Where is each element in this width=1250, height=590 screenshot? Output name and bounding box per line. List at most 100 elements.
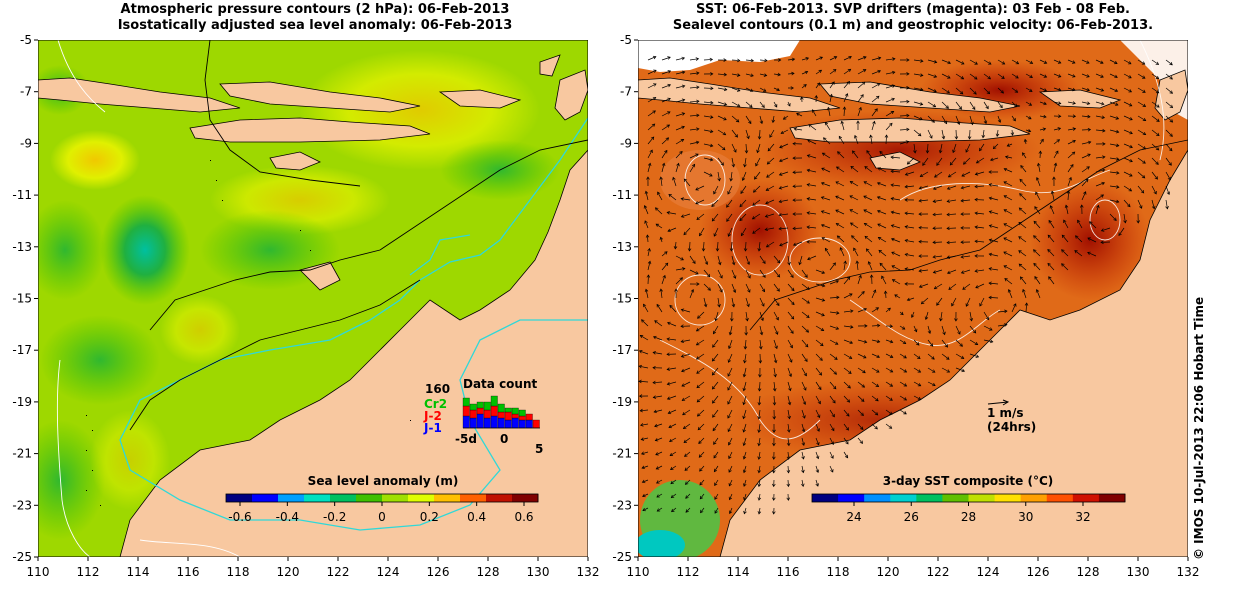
data-count-bar-red xyxy=(462,405,470,417)
velocity-scale: 1 m/s (24hrs) xyxy=(987,399,1036,434)
left-colorbar-swatch xyxy=(304,494,331,502)
right-map-title: SST: 06-Feb-2013. SVP drifters (magenta)… xyxy=(638,2,1188,34)
data-count-bar-green xyxy=(476,401,484,409)
right-lon-label: 124 xyxy=(977,565,1000,579)
right-lat-label: -11 xyxy=(612,188,632,202)
left-colorbar-swatch xyxy=(278,494,305,502)
data-count-bar-blue xyxy=(511,417,519,429)
right-colorbar: 3-day SST composite (°C) 24 26 28 30 32 xyxy=(811,474,1126,524)
data-count-xtick-end: 5 xyxy=(535,442,543,456)
left-colorbar: Sea level anomaly (m) -0.6 -0.4 -0.2 0 0.2 0.… xyxy=(225,474,539,524)
left-lat-label: -17 xyxy=(12,343,32,357)
left-lon-label: 110 xyxy=(27,565,50,579)
right-colorbar-swatch xyxy=(812,494,839,502)
imos-credit: © IMOS 10-Jul-2013 22:06 Hobart Time xyxy=(1192,296,1206,560)
data-count-inset: Data count 160 Cr2 J-2 J-1 -5d 0 5 xyxy=(423,377,543,456)
right-lon-label: 110 xyxy=(627,565,650,579)
right-lon-label: 122 xyxy=(927,565,950,579)
geostrophic-velocity-arrows xyxy=(638,55,1174,515)
left-lon-label: 112 xyxy=(77,565,100,579)
data-count-bar-green xyxy=(518,409,526,417)
data-count-bar-green xyxy=(511,407,519,415)
right-lon-label: 116 xyxy=(777,565,800,579)
left-title-line2: Isostatically adjusted sea level anomaly… xyxy=(117,18,513,33)
right-colorbar-swatch xyxy=(1020,494,1048,502)
data-count-bars xyxy=(462,395,540,429)
left-colorbar-swatch xyxy=(330,494,357,502)
right-lon-label: 120 xyxy=(877,565,900,579)
left-map-title: Atmospheric pressure contours (2 hPa): 0… xyxy=(40,2,590,34)
right-lat-label: -21 xyxy=(612,447,632,461)
left-lon-label: 132 xyxy=(577,565,600,579)
right-colorbar-swatch xyxy=(942,494,969,502)
left-colorbar-tick-label: -0.2 xyxy=(323,510,346,524)
data-count-bar-red xyxy=(490,405,498,417)
left-land xyxy=(38,54,588,557)
data-count-bar-blue xyxy=(469,417,477,429)
left-lat-label: -13 xyxy=(12,240,32,254)
data-count-bar-blue xyxy=(462,415,470,429)
left-isobath xyxy=(119,117,588,531)
right-lon-label: 126 xyxy=(1027,565,1050,579)
data-count-bar-blue xyxy=(497,417,505,429)
left-axes: 110 112 114 116 118 120 122 124 126 128 130 132 -5 -7… xyxy=(12,33,599,579)
right-lat-label: -9 xyxy=(620,136,632,150)
legend-j1: J-1 xyxy=(423,421,442,435)
data-count-max: 160 xyxy=(425,382,450,396)
right-map xyxy=(638,40,1188,557)
left-lat-label: -5 xyxy=(20,33,32,47)
right-colorbar-swatch xyxy=(838,494,865,502)
data-count-bar-red xyxy=(504,411,512,421)
left-colorbar-swatch xyxy=(226,494,253,502)
data-count-xtick-start: -5d xyxy=(455,432,477,446)
left-lat-label: -9 xyxy=(20,136,32,150)
left-colorbar-swatch xyxy=(434,494,461,502)
legend-cr2: Cr2 xyxy=(424,397,447,411)
right-colorbar-swatch xyxy=(864,494,891,502)
right-lat-label: -5 xyxy=(620,33,632,47)
left-colorbar-swatch xyxy=(408,494,435,502)
data-count-bar-red xyxy=(476,407,484,415)
right-title-line2: Sealevel contours (0.1 m) and geostrophi… xyxy=(672,18,1154,33)
left-colorbar-ticks: -0.6 -0.4 -0.2 0 0.2 0.4 0.6 xyxy=(228,502,534,524)
data-count-bar-green xyxy=(497,403,505,413)
left-lat-label: -25 xyxy=(12,550,32,564)
sealevel-contours xyxy=(659,40,1165,440)
right-lat-label: -15 xyxy=(612,292,632,306)
right-colorbar-swatch xyxy=(1046,494,1074,502)
data-count-bar-green xyxy=(469,403,477,411)
right-colorbar-swatch xyxy=(916,494,943,502)
data-count-bar-green xyxy=(504,407,512,413)
left-lon-label: 118 xyxy=(227,565,250,579)
data-count-bar-green xyxy=(462,397,470,407)
data-count-title: Data count xyxy=(463,377,538,391)
right-colorbar-tick-label: 28 xyxy=(961,510,976,524)
right-lon-label: 128 xyxy=(1077,565,1100,579)
data-count-bar-blue xyxy=(518,419,526,429)
right-lat-label: -25 xyxy=(612,550,632,564)
right-colorbar-swatch xyxy=(994,494,1022,502)
data-count-bar-red xyxy=(518,415,526,421)
left-lat-label: -21 xyxy=(12,447,32,461)
data-count-bar-blue xyxy=(490,415,498,429)
right-lon-label: 114 xyxy=(727,565,750,579)
left-lon-label: 126 xyxy=(427,565,450,579)
velocity-scale-label: 1 m/s xyxy=(987,406,1024,420)
right-colorbar-swatch xyxy=(1072,494,1100,502)
right-lat-label: -17 xyxy=(612,343,632,357)
left-lat-label: -23 xyxy=(12,498,32,512)
left-colorbar-tick-label: -0.6 xyxy=(228,510,251,524)
data-count-bar-red xyxy=(511,413,519,419)
right-lon-label: 118 xyxy=(827,565,850,579)
left-lat-label: -19 xyxy=(12,395,32,409)
left-lat-label: -15 xyxy=(12,292,32,306)
velocity-scale-sub: (24hrs) xyxy=(987,420,1036,434)
data-count-bar-green xyxy=(490,395,498,407)
data-count-bar-red xyxy=(532,419,540,429)
legend-j2: J-2 xyxy=(423,409,442,423)
data-count-bar-red xyxy=(525,413,533,421)
left-colorbar-tick-label: 0.2 xyxy=(420,510,439,524)
pressure-contours xyxy=(129,40,588,431)
right-axes: 110 112 114 116 118 120 122 124 126 128 130 132 -5 -7… xyxy=(612,33,1199,579)
